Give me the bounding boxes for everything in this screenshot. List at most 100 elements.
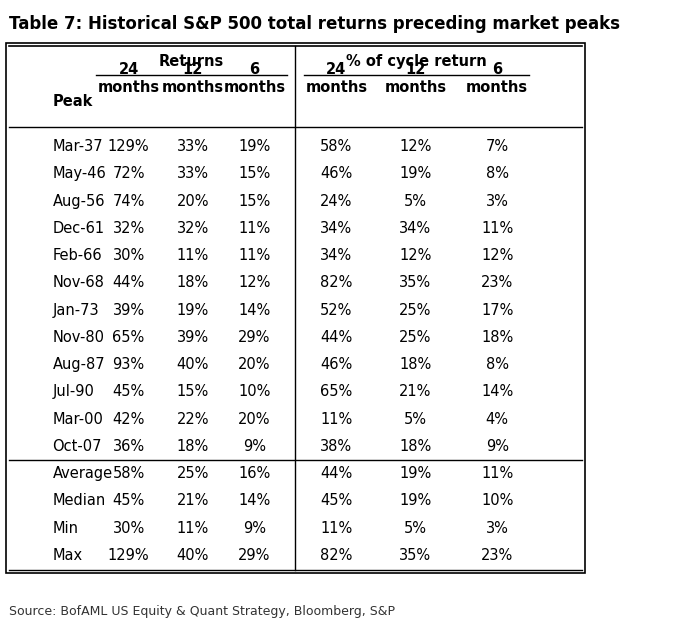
- Text: 30%: 30%: [112, 248, 145, 263]
- Text: 18%: 18%: [399, 357, 431, 372]
- Text: 35%: 35%: [399, 548, 431, 563]
- Text: Table 7: Historical S&P 500 total returns preceding market peaks: Table 7: Historical S&P 500 total return…: [9, 16, 619, 34]
- Text: 16%: 16%: [238, 466, 271, 481]
- Text: 44%: 44%: [112, 275, 145, 290]
- Text: Jan-73: Jan-73: [52, 302, 99, 318]
- Text: 14%: 14%: [481, 384, 513, 399]
- Text: 52%: 52%: [320, 302, 352, 318]
- Text: 82%: 82%: [320, 275, 352, 290]
- Text: 32%: 32%: [177, 221, 209, 236]
- Text: 45%: 45%: [320, 493, 352, 508]
- Text: 8%: 8%: [486, 166, 509, 181]
- Text: Average: Average: [52, 466, 113, 481]
- Text: 3%: 3%: [486, 194, 509, 209]
- Text: 10%: 10%: [481, 493, 513, 508]
- Text: 38%: 38%: [320, 439, 352, 454]
- Text: 19%: 19%: [399, 493, 431, 508]
- Text: 82%: 82%: [320, 548, 352, 563]
- Text: 18%: 18%: [481, 330, 513, 345]
- Text: 25%: 25%: [399, 302, 432, 318]
- Text: 44%: 44%: [320, 466, 352, 481]
- Text: 44%: 44%: [320, 330, 352, 345]
- Text: 18%: 18%: [177, 275, 209, 290]
- Text: 11%: 11%: [177, 248, 209, 263]
- Text: 58%: 58%: [320, 139, 352, 154]
- Text: 9%: 9%: [243, 439, 266, 454]
- Text: Dec-61: Dec-61: [52, 221, 105, 236]
- Text: 5%: 5%: [404, 411, 427, 426]
- Text: 65%: 65%: [320, 384, 352, 399]
- Text: 23%: 23%: [481, 275, 513, 290]
- Text: 22%: 22%: [177, 411, 209, 426]
- Text: 45%: 45%: [112, 384, 145, 399]
- Text: 32%: 32%: [112, 221, 145, 236]
- Text: 20%: 20%: [238, 357, 271, 372]
- Text: 35%: 35%: [399, 275, 431, 290]
- Text: 25%: 25%: [399, 330, 432, 345]
- Text: 21%: 21%: [177, 493, 209, 508]
- Text: 72%: 72%: [112, 166, 145, 181]
- Text: 6
months: 6 months: [466, 62, 528, 95]
- Text: 39%: 39%: [177, 330, 209, 345]
- Text: 39%: 39%: [112, 302, 145, 318]
- Text: 9%: 9%: [486, 439, 509, 454]
- Text: 12%: 12%: [238, 275, 271, 290]
- Text: May-46: May-46: [52, 166, 106, 181]
- Text: 20%: 20%: [238, 411, 271, 426]
- Text: 23%: 23%: [481, 548, 513, 563]
- Text: 15%: 15%: [238, 194, 271, 209]
- Text: 74%: 74%: [112, 194, 145, 209]
- Text: 19%: 19%: [177, 302, 209, 318]
- Text: 33%: 33%: [177, 139, 209, 154]
- Text: 11%: 11%: [177, 521, 209, 536]
- Text: 18%: 18%: [399, 439, 431, 454]
- Text: 12%: 12%: [399, 139, 432, 154]
- Text: 129%: 129%: [107, 548, 150, 563]
- Text: 19%: 19%: [399, 466, 431, 481]
- Text: 11%: 11%: [320, 521, 352, 536]
- Text: 5%: 5%: [404, 521, 427, 536]
- Text: 34%: 34%: [399, 221, 431, 236]
- Text: 40%: 40%: [177, 357, 209, 372]
- Text: 12%: 12%: [399, 248, 432, 263]
- Text: 34%: 34%: [320, 248, 352, 263]
- Text: Min: Min: [52, 521, 78, 536]
- Text: Peak: Peak: [52, 94, 93, 109]
- Text: 20%: 20%: [177, 194, 209, 209]
- Text: Oct-07: Oct-07: [52, 439, 102, 454]
- Text: 5%: 5%: [404, 194, 427, 209]
- Text: 21%: 21%: [399, 384, 432, 399]
- Text: 6
months: 6 months: [223, 62, 286, 95]
- Text: 36%: 36%: [112, 439, 145, 454]
- Text: Aug-87: Aug-87: [52, 357, 105, 372]
- Text: 34%: 34%: [320, 221, 352, 236]
- Text: 10%: 10%: [238, 384, 271, 399]
- Text: 19%: 19%: [399, 166, 431, 181]
- Text: 42%: 42%: [112, 411, 145, 426]
- Text: 25%: 25%: [177, 466, 209, 481]
- Text: 93%: 93%: [112, 357, 145, 372]
- Text: 29%: 29%: [238, 330, 271, 345]
- Text: 33%: 33%: [177, 166, 209, 181]
- Text: 19%: 19%: [238, 139, 271, 154]
- Text: 14%: 14%: [238, 493, 271, 508]
- Text: 15%: 15%: [238, 166, 271, 181]
- Text: Source: BofAML US Equity & Quant Strategy, Bloomberg, S&P: Source: BofAML US Equity & Quant Strateg…: [9, 604, 394, 618]
- Text: 9%: 9%: [243, 521, 266, 536]
- Text: 11%: 11%: [238, 221, 271, 236]
- Text: Max: Max: [52, 548, 83, 563]
- Text: 29%: 29%: [238, 548, 271, 563]
- Text: 11%: 11%: [481, 221, 513, 236]
- Text: 17%: 17%: [481, 302, 513, 318]
- Text: 46%: 46%: [320, 357, 352, 372]
- Text: 11%: 11%: [481, 466, 513, 481]
- Text: 12%: 12%: [481, 248, 513, 263]
- Text: 7%: 7%: [486, 139, 509, 154]
- Text: 3%: 3%: [486, 521, 509, 536]
- Text: Jul-90: Jul-90: [52, 384, 95, 399]
- Text: 129%: 129%: [107, 139, 150, 154]
- Text: 11%: 11%: [238, 248, 271, 263]
- Text: Feb-66: Feb-66: [52, 248, 102, 263]
- Text: 12
months: 12 months: [384, 62, 446, 95]
- Text: Nov-80: Nov-80: [52, 330, 105, 345]
